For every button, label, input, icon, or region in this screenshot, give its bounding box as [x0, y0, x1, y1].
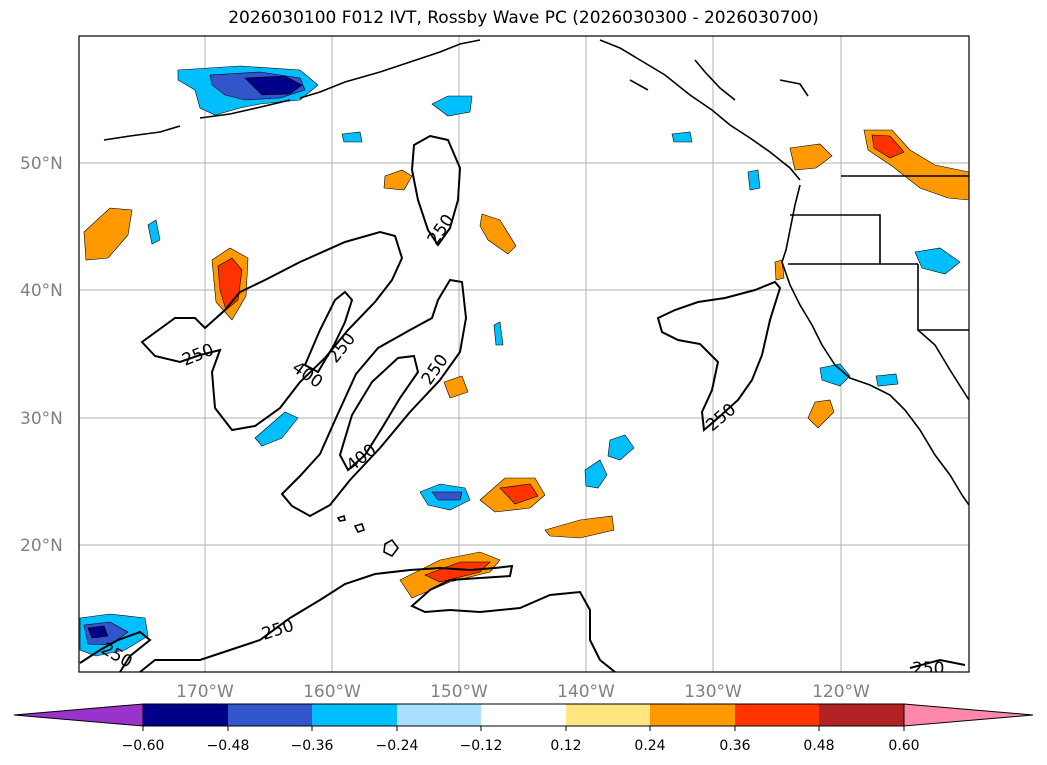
contour-250-east [656, 280, 782, 432]
contour-250-central [280, 278, 468, 518]
longitude-labels: 170°W 160°W 150°W 140°W 130°W 120°W [176, 682, 870, 702]
negative-anomaly-shading [79, 65, 961, 657]
us-west-coast [781, 184, 969, 506]
map-frame [78, 35, 970, 673]
lat-label: 30°N [20, 409, 63, 429]
colorbar-tick-label: 0.36 [719, 738, 750, 754]
colorbar: −0.60 −0.48 −0.36 −0.24 −0.12 0.12 0.24 … [13, 703, 1034, 754]
colorbar-tick-label: −0.24 [376, 738, 419, 754]
colorbar-segment [735, 704, 819, 726]
colorbar-segment [397, 704, 481, 726]
contour-250-south [79, 630, 152, 672]
colorbar-tick-label: −0.12 [460, 738, 503, 754]
lat-label: 20°N [20, 536, 63, 556]
colorbar-segment [312, 704, 397, 726]
lon-label: 150°W [430, 682, 488, 702]
lat-label: 50°N [20, 154, 63, 174]
latitude-labels: 50°N 40°N 30°N 20°N [20, 154, 63, 556]
ivt-contours [79, 134, 966, 672]
contour-250-north [410, 134, 462, 247]
hawaii [383, 538, 399, 558]
lon-label: 160°W [303, 682, 361, 702]
contour-label: 250 [912, 659, 944, 679]
colorbar-segment [650, 704, 735, 726]
lat-label: 40°N [20, 281, 63, 301]
colorbar-tick-label: 0.60 [888, 738, 919, 754]
bc-coast [599, 39, 801, 181]
colorbar-tick-label: 0.24 [634, 738, 665, 754]
colorbar-segment [228, 704, 312, 726]
lon-label: 130°W [684, 682, 742, 702]
map-area [79, 36, 969, 672]
colorbar-tick-label: −0.60 [122, 738, 165, 754]
colorbar-tick-label: −0.48 [207, 738, 250, 754]
positive-anomaly-shading [83, 129, 969, 599]
colorbar-tick-label: 0.48 [803, 738, 834, 754]
contour-250-west [140, 230, 404, 432]
colorbar-segment [481, 704, 566, 726]
lon-label: 170°W [176, 682, 234, 702]
alaska-coast [299, 39, 481, 99]
lon-label: 140°W [557, 682, 615, 702]
colorbar-segment [819, 704, 904, 726]
map-title: 2026030100 F012 IVT, Rossby Wave PC (202… [228, 8, 819, 28]
colorbar-tick-label: −0.36 [291, 738, 334, 754]
coastlines [103, 39, 969, 558]
colorbar-tick-label: 0.12 [550, 738, 581, 754]
contour-400-central [338, 354, 420, 472]
contour-400-west [303, 290, 354, 374]
colorbar-left-arrow [13, 703, 144, 727]
colorbar-right-arrow [903, 703, 1034, 727]
lon-label: 120°W [812, 682, 870, 702]
colorbar-segment [566, 704, 650, 726]
colorbar-segment [143, 704, 228, 726]
